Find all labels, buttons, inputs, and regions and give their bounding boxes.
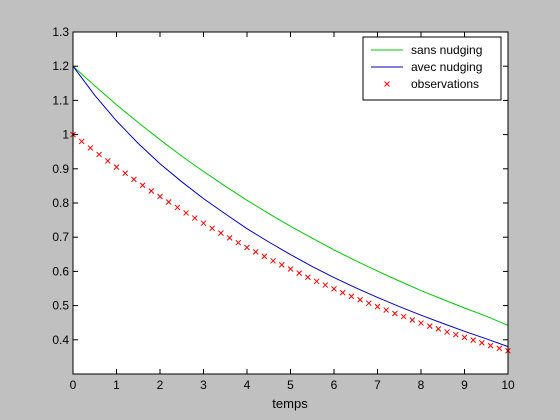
- observation-marker: [322, 282, 329, 288]
- x-tick-label: 8: [418, 378, 425, 392]
- observation-marker: [305, 274, 311, 281]
- observation-marker: [165, 199, 172, 205]
- observation-marker: [392, 310, 398, 317]
- axes-frame: [72, 31, 509, 375]
- observation-marker: [400, 313, 407, 320]
- y-tick-label: 0.5: [52, 299, 69, 313]
- observation-marker: [200, 220, 207, 227]
- observation-marker: [183, 210, 189, 216]
- observation-marker: [287, 266, 294, 272]
- observation-marker: [479, 340, 485, 346]
- observation-marker: [157, 193, 163, 200]
- observation-marker: [244, 244, 250, 251]
- legend-label: observations: [411, 77, 479, 91]
- x-tick-label: 10: [501, 378, 515, 392]
- y-tick-label: 1.1: [52, 93, 69, 107]
- legend-label: sans nudging: [411, 43, 482, 57]
- observation-marker: [174, 204, 181, 211]
- observation-marker: [444, 329, 450, 335]
- observation-marker: [357, 296, 363, 303]
- x-tick-label: 1: [113, 378, 120, 392]
- legend-box: [362, 36, 502, 101]
- observation-marker: [131, 176, 137, 183]
- series-line-avec-nudging: [72, 65, 509, 348]
- observation-marker: [435, 326, 442, 332]
- x-tick-label: 3: [200, 378, 207, 392]
- x-tick-label: 2: [157, 378, 164, 392]
- observation-marker: [252, 249, 259, 255]
- observation-marker: [496, 345, 503, 352]
- observation-marker: [278, 262, 285, 268]
- observation-marker: [470, 337, 477, 343]
- observation-marker: [113, 164, 120, 170]
- legend-label: avec nudging: [411, 60, 482, 74]
- x-tick-label: 5: [287, 378, 294, 392]
- y-tick-label: 0.4: [52, 333, 69, 347]
- legend-swatch-observations: [384, 81, 390, 87]
- observation-marker: [296, 270, 303, 276]
- series-line-sans-nudging: [72, 65, 509, 326]
- x-tick-label: 7: [374, 378, 381, 392]
- y-tick-label: 1.3: [52, 25, 69, 39]
- observation-marker: [348, 293, 355, 300]
- observation-marker: [104, 158, 111, 164]
- x-tick-label: 9: [461, 378, 468, 392]
- observation-marker: [218, 230, 224, 236]
- observation-marker: [270, 257, 276, 264]
- observation-marker: [191, 215, 198, 221]
- observation-marker: [148, 188, 155, 194]
- y-tick-label: 1.2: [52, 59, 69, 73]
- observation-marker: [487, 342, 494, 349]
- x-tick-label: 4: [244, 378, 251, 392]
- y-tick-label: 0.8: [52, 196, 69, 210]
- observation-marker: [96, 151, 102, 158]
- x-axis-label: temps: [272, 396, 308, 411]
- tick-layer: 0 1 2 3 4 5 6 7 8 9 10 0.4 0.5 0.6 0.7 0.8 0.9 1 1.1 1.2 1.3: [52, 25, 515, 392]
- observation-marker: [339, 289, 346, 296]
- observation-marker: [383, 307, 390, 313]
- y-tick-label: 0.6: [52, 264, 69, 278]
- observation-marker: [139, 182, 146, 189]
- observation-marker: [122, 170, 129, 177]
- x-tick-label: 0: [70, 378, 77, 392]
- series-layer: [70, 65, 511, 354]
- legend: sans nudging avec nudging observations: [362, 36, 502, 101]
- observation-marker: [418, 320, 424, 326]
- observation-marker: [331, 285, 337, 292]
- observation-marker: [313, 278, 320, 285]
- observation-marker: [426, 323, 433, 329]
- observation-marker: [261, 253, 268, 260]
- observation-marker: [374, 303, 381, 310]
- observation-marker: [452, 331, 459, 338]
- y-tick-label: 0.7: [52, 230, 69, 244]
- y-tick-label: 1: [62, 128, 69, 142]
- observation-marker: [78, 138, 85, 145]
- observation-marker: [365, 300, 372, 307]
- observation-marker: [87, 145, 94, 151]
- observation-marker: [235, 239, 242, 246]
- observation-marker: [226, 235, 233, 241]
- x-tick-label: 6: [331, 378, 338, 392]
- observation-marker: [461, 334, 468, 341]
- observation-marker: [409, 317, 416, 323]
- observation-marker: [209, 225, 216, 232]
- y-tick-label: 0.9: [52, 162, 69, 176]
